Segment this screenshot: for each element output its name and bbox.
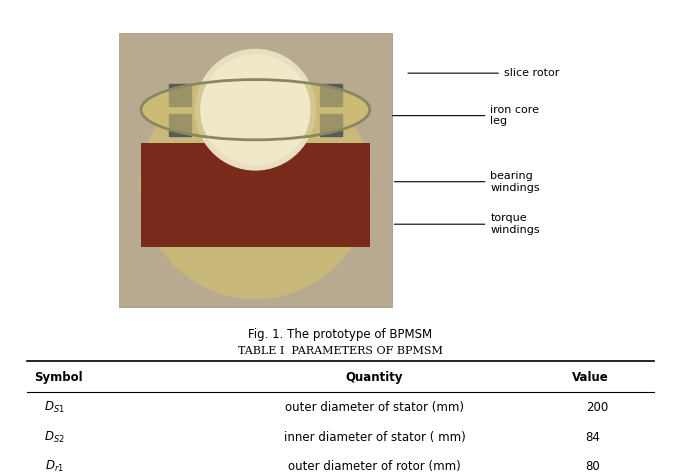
Text: slice rotor: slice rotor — [408, 68, 559, 78]
Text: torque
windings: torque windings — [394, 213, 540, 235]
FancyBboxPatch shape — [119, 33, 392, 307]
Circle shape — [195, 50, 315, 170]
Bar — [169, 84, 191, 106]
Text: $D_{S1}$: $D_{S1}$ — [44, 400, 65, 415]
Text: outer diameter of stator (mm): outer diameter of stator (mm) — [285, 401, 464, 414]
Text: inner diameter of stator ( mm): inner diameter of stator ( mm) — [284, 430, 465, 444]
FancyBboxPatch shape — [141, 143, 370, 246]
FancyBboxPatch shape — [119, 33, 392, 307]
Text: $D_{S2}$: $D_{S2}$ — [44, 430, 65, 445]
Bar — [244, 68, 266, 91]
Bar — [320, 114, 342, 136]
Circle shape — [141, 68, 370, 299]
Bar — [320, 84, 342, 106]
Ellipse shape — [141, 80, 370, 140]
Text: Quantity: Quantity — [346, 371, 403, 384]
Ellipse shape — [141, 80, 370, 140]
Text: outer diameter of rotor (mm): outer diameter of rotor (mm) — [288, 460, 461, 472]
Bar — [244, 129, 266, 151]
Text: Value: Value — [572, 371, 609, 384]
Text: 200: 200 — [586, 401, 608, 414]
Text: bearing
windings: bearing windings — [394, 171, 540, 193]
Bar — [169, 114, 191, 136]
Text: iron core
leg: iron core leg — [391, 105, 539, 126]
Text: $D_{r1}$: $D_{r1}$ — [45, 459, 64, 472]
Circle shape — [201, 55, 310, 164]
Text: 84: 84 — [586, 430, 601, 444]
Text: Fig. 1. The prototype of BPMSM: Fig. 1. The prototype of BPMSM — [249, 328, 432, 341]
Text: Symbol: Symbol — [34, 371, 82, 384]
Text: TABLE I  PARAMETERS OF BPMSM: TABLE I PARAMETERS OF BPMSM — [238, 346, 443, 355]
Text: 80: 80 — [586, 460, 601, 472]
